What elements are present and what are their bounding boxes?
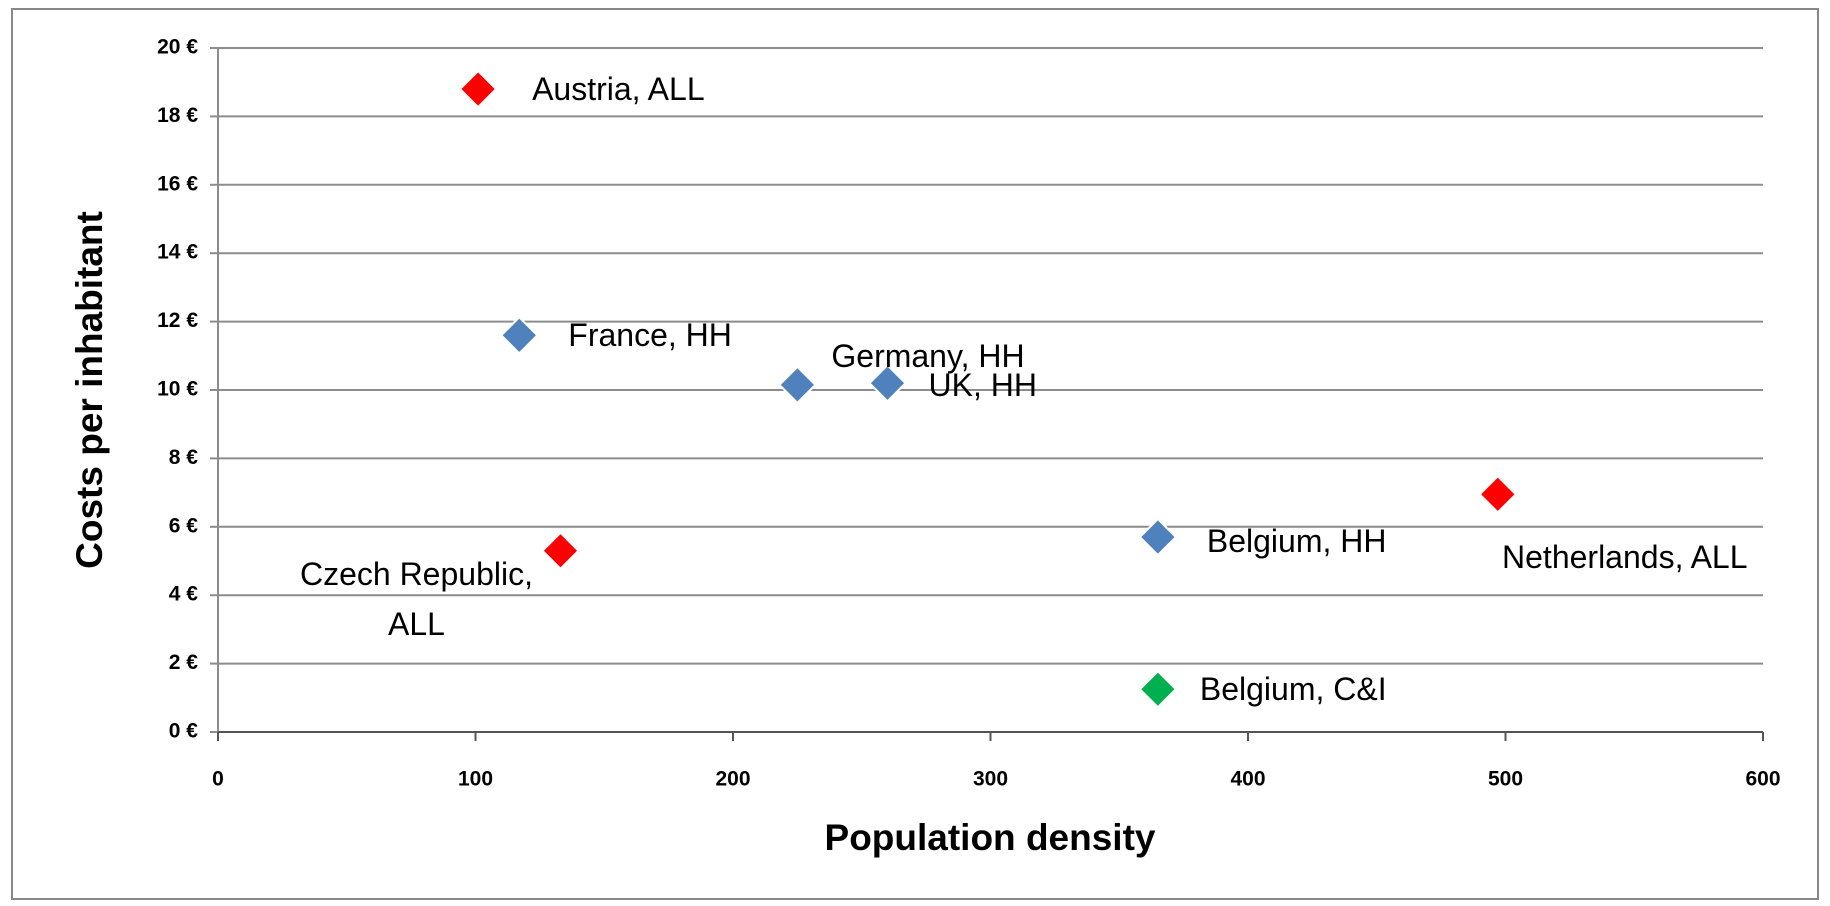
x-tick-label: 300 (973, 768, 1008, 791)
x-tick-label: 100 (458, 768, 493, 791)
point-label: Belgium, C&I (1199, 671, 1387, 708)
point-label: Netherlands, ALL (1502, 539, 1748, 576)
data-point (777, 365, 817, 405)
y-tick-label: 6 € (169, 514, 199, 537)
y-tick-label: 2 € (169, 651, 199, 674)
y-tick-label: 20 € (157, 36, 198, 59)
x-tick-label: 600 (1745, 768, 1780, 791)
data-point (1138, 669, 1178, 709)
point-label: Czech Republic, ALL (299, 555, 533, 642)
point-label: France, HH (568, 317, 732, 354)
y-tick-label: 4 € (169, 583, 199, 606)
data-point (1138, 517, 1178, 557)
point-label: UK, HH (928, 367, 1037, 404)
point-label: Austria, ALL (532, 71, 705, 108)
point-label: Belgium, HH (1206, 523, 1387, 560)
y-tick-label: 0 € (169, 720, 199, 743)
y-tick-label: 14 € (157, 241, 198, 264)
y-tick-label: 10 € (157, 378, 198, 401)
data-point (458, 69, 498, 109)
x-tick-label: 200 (715, 768, 750, 791)
y-tick-label: 18 € (157, 104, 198, 127)
x-tick-label: 400 (1230, 768, 1265, 791)
data-point (541, 531, 580, 571)
data-point (1478, 474, 1518, 514)
x-axis-title: Population density (825, 817, 1156, 858)
x-tick-label: 500 (1488, 768, 1523, 791)
x-tick-label: 0 (212, 768, 224, 791)
y-axis-title: Costs per inhabitant (69, 211, 110, 569)
y-tick-label: 12 € (157, 309, 198, 332)
chart-border (11, 8, 1819, 900)
y-tick-label: 8 € (169, 446, 199, 469)
data-point (499, 315, 539, 355)
y-tick-label: 16 € (157, 172, 198, 195)
data-point (868, 363, 907, 403)
point-label: Germany, HH (831, 337, 1025, 374)
